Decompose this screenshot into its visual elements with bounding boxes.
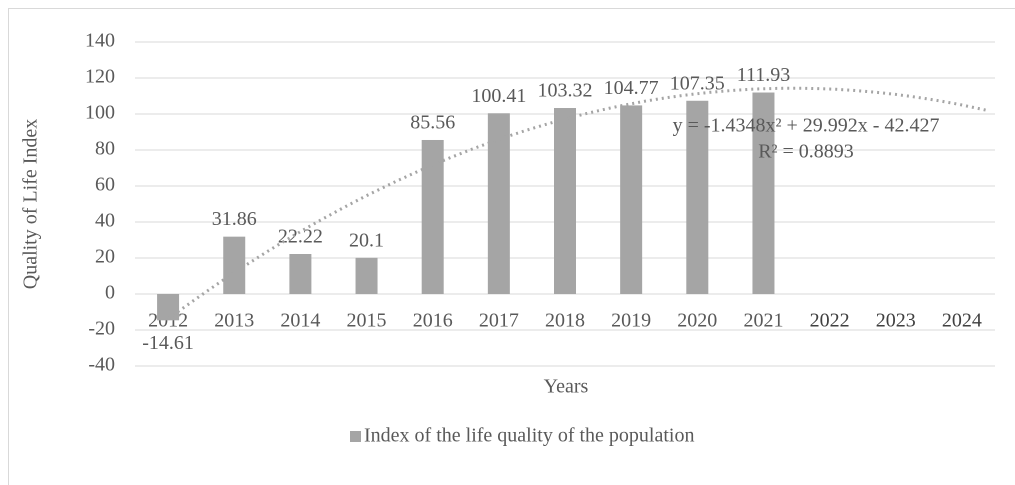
data-label: 85.56 — [410, 112, 455, 134]
trendline — [167, 86, 989, 321]
bar — [554, 108, 576, 294]
data-label: -14.61 — [142, 332, 194, 354]
bar — [157, 294, 180, 321]
bar — [421, 139, 444, 294]
y-tick-label: 20 — [95, 246, 115, 268]
data-label: 31.86 — [212, 208, 257, 230]
bar — [752, 92, 775, 294]
data-label: 107.35 — [670, 72, 725, 94]
x-tick-label: 2020 — [677, 310, 717, 332]
y-axis-label: Quality of Life Index — [20, 119, 42, 290]
y-tick-label: 100 — [85, 102, 115, 124]
bar — [223, 236, 246, 294]
data-label: 100.41 — [471, 85, 526, 107]
x-tick-label: 2017 — [479, 310, 519, 332]
bar — [355, 257, 378, 294]
x-tick-label: 2014 — [280, 310, 320, 332]
x-tick-label: 2023 — [876, 310, 916, 332]
y-tick-label: 140 — [85, 30, 115, 52]
bar — [289, 254, 312, 294]
y-tick-label: 40 — [95, 210, 115, 232]
data-label: 20.1 — [349, 229, 384, 251]
x-tick-label: 2015 — [347, 310, 387, 332]
bar — [620, 105, 643, 294]
trend-equation: y = -1.4348x² + 29.992x - 42.427 — [673, 115, 940, 137]
x-tick-label: 2019 — [611, 310, 651, 332]
data-label: 103.32 — [538, 80, 593, 102]
x-axis-label: Years — [544, 376, 589, 398]
bar — [686, 100, 709, 295]
y-tick-label: 0 — [105, 282, 115, 304]
x-tick-label: 2013 — [214, 310, 254, 332]
x-tick-label: 2021 — [743, 310, 783, 332]
y-tick-label: 60 — [95, 174, 115, 196]
data-label: 104.77 — [604, 77, 659, 99]
chart-border — [8, 8, 1015, 485]
data-label: 111.93 — [737, 64, 791, 86]
y-tick-label: 80 — [95, 138, 115, 160]
y-tick-label: -20 — [88, 318, 115, 340]
x-tick-label: 2018 — [545, 310, 585, 332]
trend-r-squared: R² = 0.8893 — [758, 141, 854, 163]
x-tick-label: 2022 — [810, 310, 850, 332]
x-tick-label: 2024 — [942, 310, 982, 332]
legend-swatch — [350, 431, 361, 442]
legend-label: Index of the life quality of the populat… — [364, 425, 694, 447]
x-tick-label: 2016 — [413, 310, 453, 332]
bar — [487, 113, 510, 295]
y-tick-label: 120 — [85, 66, 115, 88]
data-label: 22.22 — [278, 226, 323, 248]
y-tick-label: -40 — [88, 354, 115, 376]
